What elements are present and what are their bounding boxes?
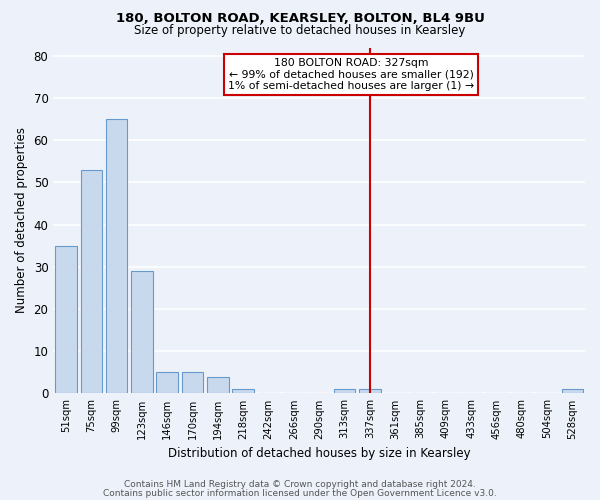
X-axis label: Distribution of detached houses by size in Kearsley: Distribution of detached houses by size … <box>168 447 470 460</box>
Text: Size of property relative to detached houses in Kearsley: Size of property relative to detached ho… <box>134 24 466 37</box>
Bar <box>55 246 77 394</box>
Bar <box>157 372 178 394</box>
Text: 180 BOLTON ROAD: 327sqm
← 99% of detached houses are smaller (192)
1% of semi-de: 180 BOLTON ROAD: 327sqm ← 99% of detache… <box>228 58 474 91</box>
Bar <box>80 170 102 394</box>
Bar <box>232 389 254 394</box>
Bar <box>359 389 380 394</box>
Text: 180, BOLTON ROAD, KEARSLEY, BOLTON, BL4 9BU: 180, BOLTON ROAD, KEARSLEY, BOLTON, BL4 … <box>116 12 484 26</box>
Bar <box>182 372 203 394</box>
Bar <box>207 376 229 394</box>
Bar <box>334 389 355 394</box>
Text: Contains public sector information licensed under the Open Government Licence v3: Contains public sector information licen… <box>103 488 497 498</box>
Text: Contains HM Land Registry data © Crown copyright and database right 2024.: Contains HM Land Registry data © Crown c… <box>124 480 476 489</box>
Bar <box>131 271 152 394</box>
Y-axis label: Number of detached properties: Number of detached properties <box>15 128 28 314</box>
Bar <box>562 389 583 394</box>
Bar <box>106 119 127 394</box>
